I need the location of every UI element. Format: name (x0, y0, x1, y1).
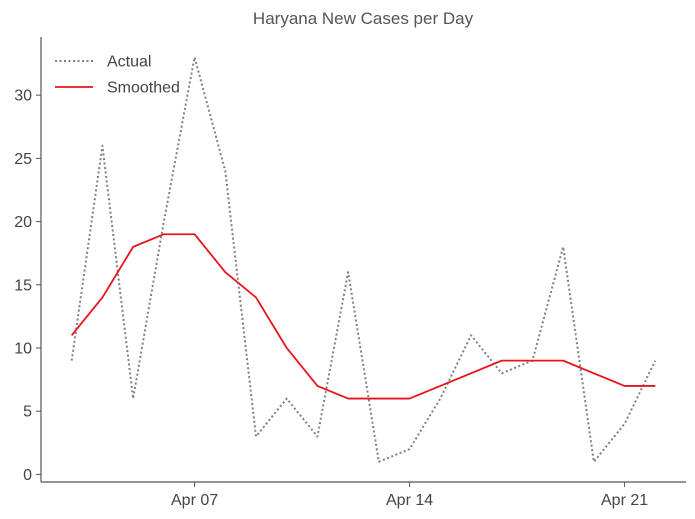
plot-area: 0 5 10 15 20 25 30 Apr 07 Apr 14 Apr 21 (14, 37, 686, 509)
y-tick-label: 0 (23, 467, 32, 484)
series-line-actual (70, 56, 657, 463)
y-tick-label: 20 (14, 214, 32, 231)
x-tick-label: Apr 14 (386, 492, 433, 509)
legend-label-smoothed: Smoothed (107, 80, 180, 97)
y-tick-label: 25 (14, 151, 32, 168)
x-tick-label: Apr 21 (601, 492, 648, 509)
y-tick-label: 5 (23, 404, 32, 421)
y-tick-label: 15 (14, 277, 32, 294)
x-tick-label: Apr 07 (171, 492, 218, 509)
legend: Actual Smoothed (55, 54, 180, 97)
chart-title: Haryana New Cases per Day (253, 9, 474, 28)
series-layer (70, 56, 657, 463)
y-ticks: 0 5 10 15 20 25 30 (14, 88, 41, 484)
y-tick-label: 10 (14, 340, 32, 357)
y-tick-label: 30 (14, 88, 32, 105)
legend-label-actual: Actual (107, 54, 151, 71)
series-line-smoothed (71, 233, 656, 400)
x-ticks: Apr 07 Apr 14 Apr 21 (171, 482, 648, 509)
